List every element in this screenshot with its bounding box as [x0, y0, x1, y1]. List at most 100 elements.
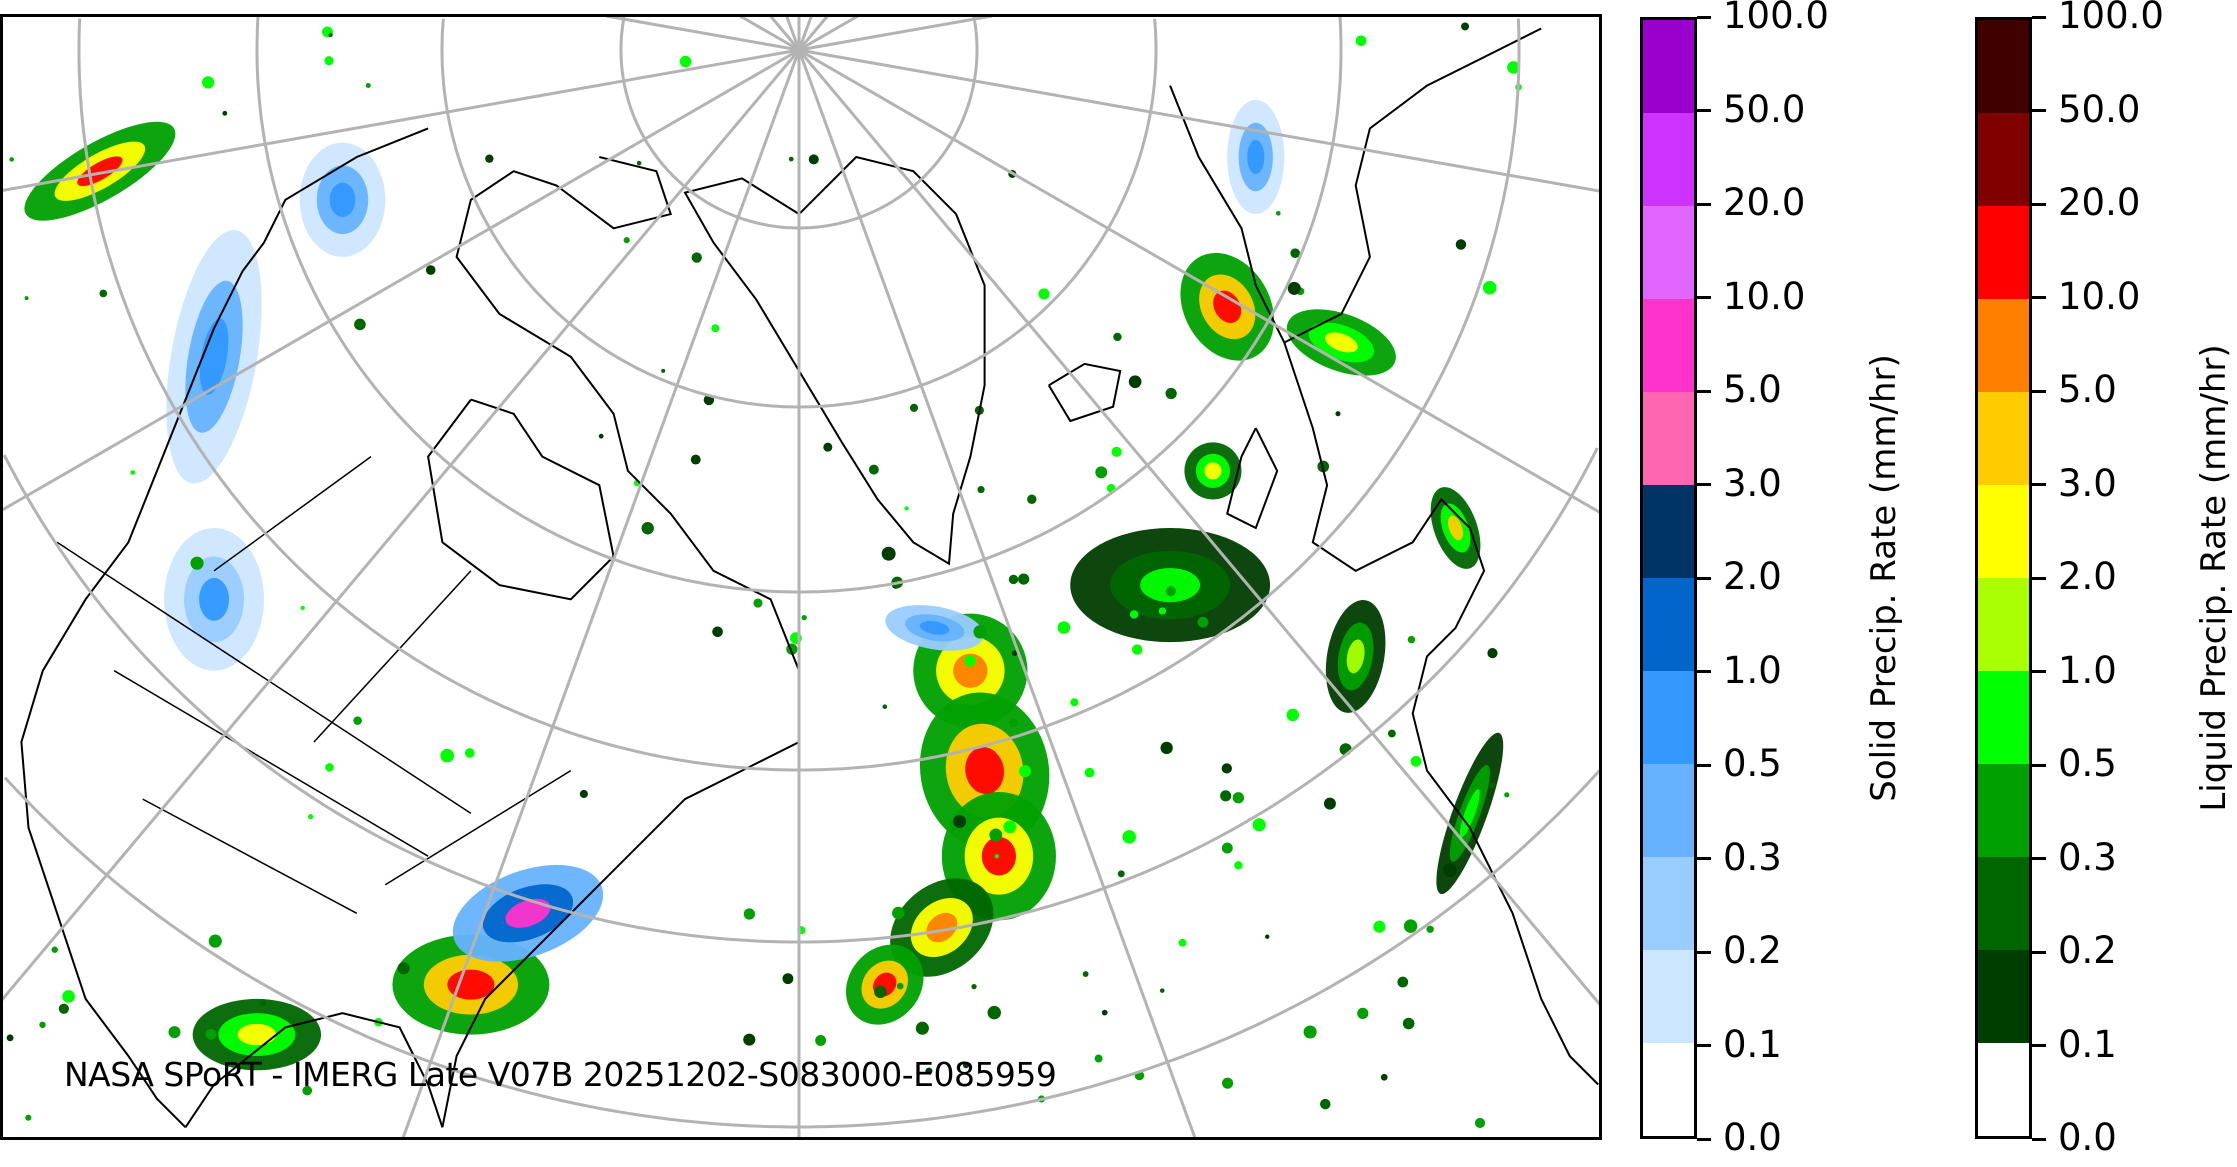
meridian-line: [798, 16, 993, 52]
precip-area: [919, 621, 950, 635]
precip-speck: [1221, 763, 1232, 774]
precip-speck: [987, 1005, 1001, 1020]
colorbar-segment: [1978, 764, 2029, 857]
precip-speck: [1008, 574, 1019, 585]
precip-speck: [440, 748, 455, 763]
meridian-line: [798, 48, 1600, 193]
precip-speck: [1159, 988, 1165, 993]
precip-speck: [58, 1003, 69, 1014]
colorbar-segment: [1978, 857, 2029, 950]
liquid-precip-colorbar: [1975, 17, 2032, 1139]
precip-area: [199, 318, 229, 395]
precip-speck: [354, 318, 366, 331]
precip-speck: [1117, 870, 1125, 878]
colorbar-tick-label: 0.1: [1723, 1022, 1782, 1066]
precip-speck: [636, 160, 642, 166]
precip-speck: [1487, 647, 1498, 659]
precip-speck: [711, 324, 720, 333]
precip-speck: [1474, 1117, 1486, 1129]
meridian-line: [798, 16, 859, 52]
precip-speck: [51, 946, 58, 953]
coastline: [1283, 27, 1542, 344]
precip-area: [447, 969, 495, 1000]
precipitation-map: [0, 14, 1602, 1140]
precip-speck: [882, 704, 888, 710]
precip-speck: [325, 763, 334, 772]
coastline: [20, 127, 429, 1129]
meridian-line: [769, 16, 801, 51]
coastline: [441, 156, 801, 1128]
precip-speck: [1335, 411, 1341, 417]
latitude-circle: [619, 16, 979, 230]
meridian-line: [797, 16, 813, 51]
precip-speck: [201, 76, 215, 89]
colorbar-segment: [1978, 20, 2029, 113]
colorbar-tick-label: 50.0: [1723, 87, 1806, 131]
precip-area: [1213, 290, 1242, 323]
precip-speck: [823, 442, 833, 452]
precip-speck: [25, 1114, 32, 1121]
meridian-line: [797, 49, 1197, 1138]
precip-speck: [963, 1062, 969, 1069]
precip-speck: [712, 626, 723, 638]
meridian-line: [2, 48, 800, 512]
precip-speck: [1160, 741, 1173, 755]
colorbar-tick-label: 0.0: [2058, 1116, 2117, 1159]
precip-speck: [1402, 1017, 1415, 1030]
precip-speck: [1027, 494, 1037, 505]
precip-speck: [1111, 446, 1122, 457]
precip-speck: [1387, 729, 1396, 738]
solid-colorbar-ticks: 0.0 0.1 0.2 0.3 0.5 1.0 2.0 3.0 5.0 10.0 20.0 50.0 1…: [1697, 0, 1829, 1159]
precip-area: [1140, 567, 1201, 603]
precip-speck: [1275, 210, 1281, 216]
precip-speck: [1443, 863, 1457, 877]
precip-speck: [1507, 61, 1520, 74]
latitude-circle: [2, 447, 1599, 944]
precip-speck: [190, 556, 204, 570]
precip-speck: [1101, 1009, 1108, 1016]
coastline: [683, 155, 986, 566]
precip-speck: [989, 828, 1003, 842]
coastline: [1169, 85, 1599, 1086]
precip-speck: [365, 83, 371, 88]
precip-speck: [130, 470, 136, 475]
precip-speck: [1018, 765, 1032, 778]
precip-speck: [1094, 1054, 1103, 1063]
precip-speck: [1357, 1007, 1369, 1020]
precip-area: [1247, 139, 1265, 175]
precip-speck: [1011, 650, 1018, 656]
colorbar-segment: [1643, 1043, 1694, 1136]
precip-speck: [1038, 288, 1050, 300]
colorbar-tick-label: 0.0: [1723, 1116, 1782, 1159]
precip-speck: [1095, 466, 1108, 479]
colorbar-tick-label: 2.0: [2058, 555, 2117, 598]
precip-speck: [1113, 332, 1122, 342]
precip-speck: [1197, 616, 1209, 628]
precip-area: [199, 577, 230, 621]
meridian-line: [785, 16, 801, 51]
precip-speck: [1222, 1077, 1234, 1089]
precip-speck: [904, 506, 909, 511]
precip-area: [77, 156, 123, 187]
colorbar-segment: [1643, 113, 1694, 206]
precip-speck: [788, 156, 794, 162]
precip-speck: [679, 55, 692, 68]
precip-speck: [1489, 782, 1496, 789]
data-credit-text: NASA SPoRT - IMERG Late V07B 20251202-S0…: [64, 1055, 1057, 1094]
colorbar-tick-label: 1.0: [2058, 648, 2117, 692]
state-border: [213, 456, 372, 572]
latitude-circle: [255, 16, 1343, 594]
precip-speck: [1482, 280, 1497, 295]
coastline: [427, 398, 615, 601]
precip-speck: [808, 154, 819, 165]
precip-speck: [1286, 708, 1300, 722]
colorbar-tick-label: 0.5: [2058, 742, 2117, 785]
graticule: [2, 16, 1600, 1138]
precip-speck: [464, 748, 475, 758]
coastlines: [20, 27, 1599, 1129]
precip-area: [965, 747, 1005, 795]
precip-speck: [1003, 820, 1017, 834]
precip-speck: [1355, 35, 1367, 47]
precip-speck: [1122, 830, 1137, 844]
precip-area: [1459, 789, 1480, 838]
